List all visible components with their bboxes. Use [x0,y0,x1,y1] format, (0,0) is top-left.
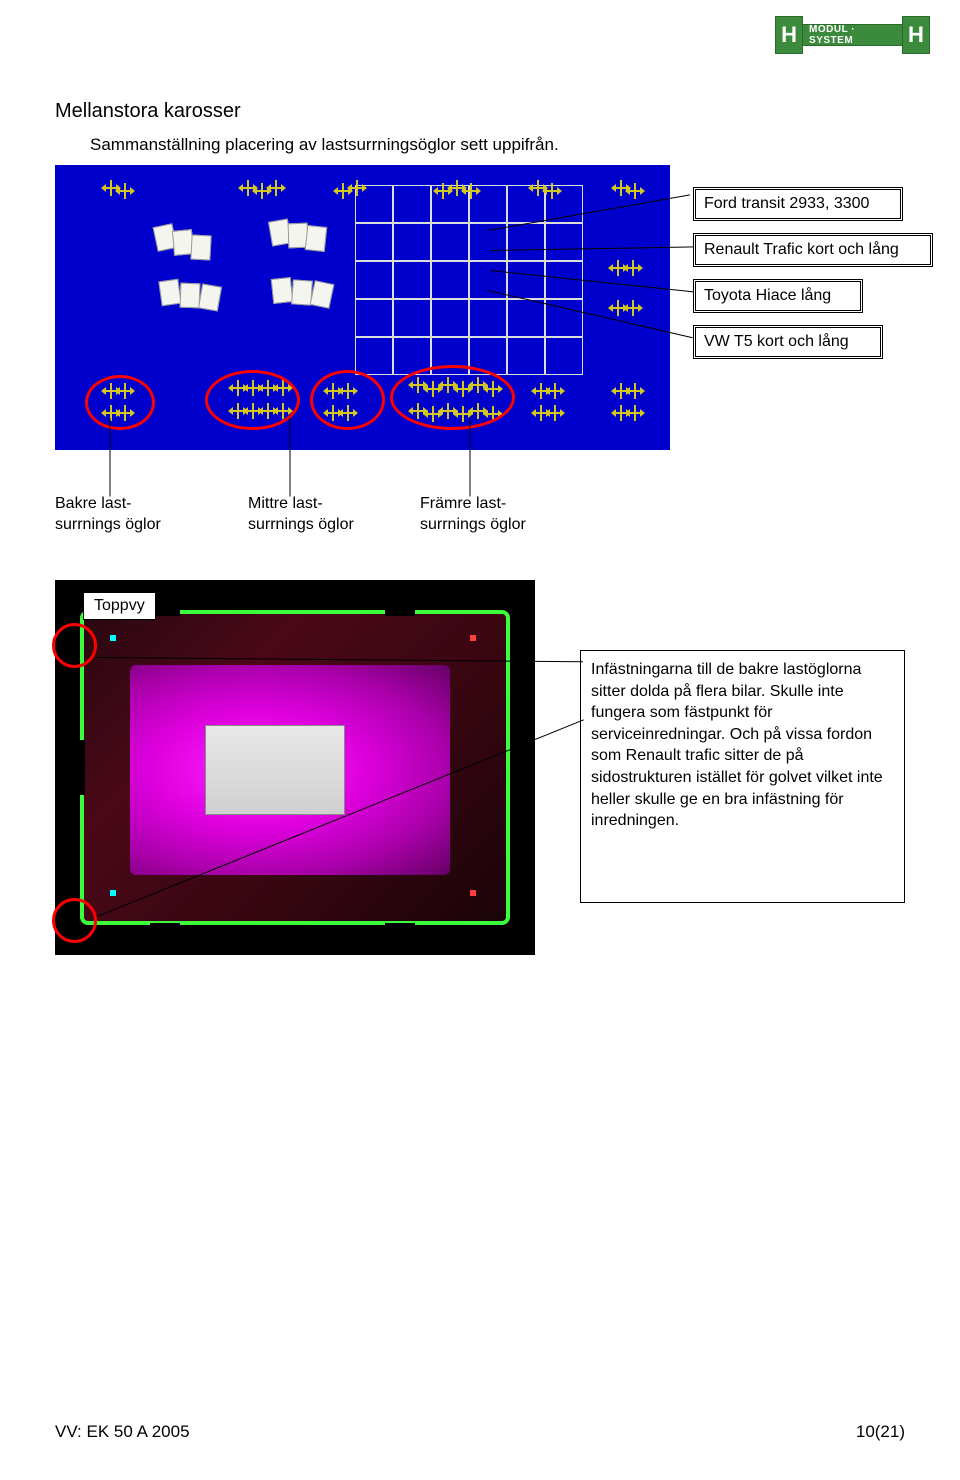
grid-cell [469,223,507,261]
vehicle-label: Renault Trafic kort och lång [693,233,933,267]
grid-cell [545,223,583,261]
lash-point-marker [547,405,563,421]
vehicle-label: VW T5 kort och lång [693,325,883,359]
red-oval [205,370,300,430]
label-text: Bakre last- [55,495,131,512]
leader-line [110,419,111,497]
label-text: surrnings öglor [420,516,526,533]
lash-point-marker [349,180,365,196]
grid-cell [393,261,431,299]
label-text: Främre last- [420,495,506,512]
leader-line [470,419,471,497]
grid-cell [355,223,393,261]
column-label: Främre last- surrnings öglor [420,494,526,536]
grid-cell [507,337,545,375]
red-circle [52,898,97,943]
red-circle [52,623,97,668]
top-composite-image [55,165,670,450]
grid-cell [545,337,583,375]
lash-point-marker [463,183,479,199]
label-text: Mittre last- [248,495,323,512]
lash-point-marker [117,183,133,199]
label-text: surrnings öglor [55,516,161,533]
logo-left-h: H [775,16,803,54]
grid-cell [469,299,507,337]
red-oval [310,370,385,430]
logo: H MODUL · SYSTEM H [775,15,930,55]
vehicle-label: Toyota Hiace lång [693,279,863,313]
logo-text: MODUL · SYSTEM [803,24,902,46]
toppvy-label: Toppvy [83,592,156,620]
grid-cell [355,337,393,375]
lash-point-marker [268,180,284,196]
red-oval [85,375,155,430]
grid-cell [507,223,545,261]
grid-cell [355,299,393,337]
grid-cell [431,223,469,261]
lash-point-marker [627,383,643,399]
grid-cell [507,299,545,337]
red-oval [390,365,515,430]
grid-cell [431,261,469,299]
label-text: surrnings öglor [248,516,354,533]
page-heading: Mellanstora karosser [55,100,241,123]
grid-cell [393,299,431,337]
footer-right: 10(21) [856,1422,905,1442]
lash-point-marker [544,183,560,199]
vehicle-label: Ford transit 2933, 3300 [693,187,903,221]
wedge-cluster [155,225,245,320]
lash-point-marker [627,183,643,199]
grid-cell [355,261,393,299]
logo-right-h: H [902,16,930,54]
grid-cell [393,185,431,223]
grid-cell [431,299,469,337]
lash-point-marker [627,405,643,421]
column-label: Mittre last- surrnings öglor [248,494,354,536]
grid-overlay [355,185,585,335]
inner-fixture [205,725,345,815]
column-label: Bakre last- surrnings öglor [55,494,161,536]
grid-cell [393,223,431,261]
description-text: Infästningarna till de bakre lastöglorna… [591,661,883,829]
wedge-cluster [270,220,350,320]
lash-point-marker [625,300,641,316]
lash-point-marker [625,260,641,276]
footer-left: VV: EK 50 A 2005 [55,1422,190,1442]
leader-line [290,419,291,497]
lash-point-marker [547,383,563,399]
grid-cell [507,261,545,299]
page-subheading: Sammanställning placering av lastsurrnin… [90,135,559,155]
description-box: Infästningarna till de bakre lastöglorna… [580,650,905,903]
